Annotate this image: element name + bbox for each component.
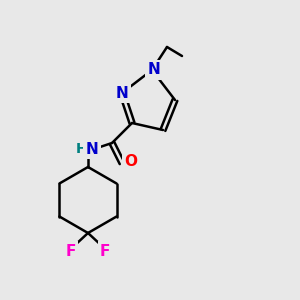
Text: N: N <box>116 85 128 100</box>
Text: H: H <box>76 142 88 156</box>
Text: F: F <box>66 244 76 259</box>
Text: N: N <box>85 142 98 157</box>
Text: N: N <box>148 62 160 77</box>
Text: F: F <box>100 244 110 259</box>
Text: O: O <box>124 154 137 169</box>
